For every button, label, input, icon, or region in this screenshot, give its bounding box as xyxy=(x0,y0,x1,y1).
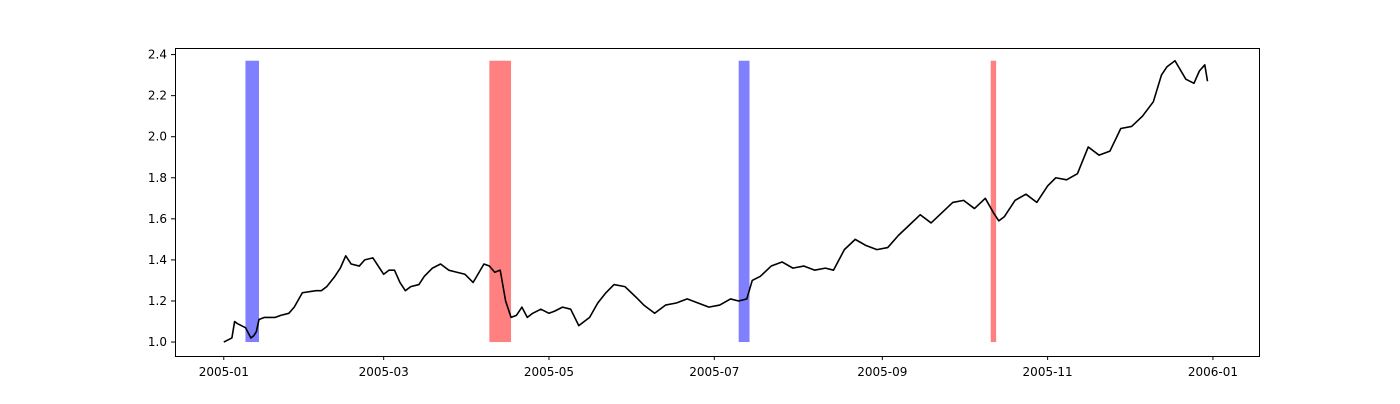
x-tick-label: 2005-05 xyxy=(524,365,574,379)
series-line-0 xyxy=(223,59,1209,343)
y-tick-label: 1.8 xyxy=(148,171,167,185)
y-axis: 1.0 1.2 1.4 1.6 1.8 2.0 2.2 2.4 xyxy=(148,48,175,349)
y-tick-label: 2.4 xyxy=(148,48,167,62)
y-tick-label: 1.0 xyxy=(148,335,167,349)
y-tick-label: 1.2 xyxy=(148,294,167,308)
plot-frame xyxy=(175,48,1260,357)
highlight-span-0 xyxy=(245,60,260,343)
x-tick-label: 2006-01 xyxy=(1188,365,1238,379)
x-tick-label: 2005-11 xyxy=(1023,365,1073,379)
x-axis: 2005-01 2005-03 2005-05 2005-07 2005-09 2005-… xyxy=(199,356,1238,379)
x-tick-label: 2005-09 xyxy=(857,365,907,379)
x-tick-label: 2005-01 xyxy=(199,365,249,379)
x-tick-label: 2005-07 xyxy=(689,365,739,379)
y-tick-label: 2.0 xyxy=(148,130,167,144)
spans-layer xyxy=(245,60,997,343)
highlight-span-1 xyxy=(489,60,512,343)
highlight-span-2 xyxy=(738,60,750,343)
line-layer xyxy=(223,59,1209,343)
y-tick-label: 1.4 xyxy=(148,253,167,267)
y-tick-label: 2.2 xyxy=(148,89,167,103)
y-tick-label: 1.6 xyxy=(148,212,167,226)
highlight-span-3 xyxy=(990,60,997,343)
x-tick-label: 2005-03 xyxy=(359,365,409,379)
